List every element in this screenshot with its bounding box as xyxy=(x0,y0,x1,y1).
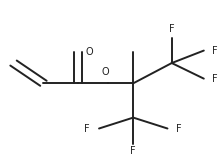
Text: F: F xyxy=(212,46,217,56)
Text: F: F xyxy=(169,24,175,34)
Text: F: F xyxy=(212,74,217,84)
Text: F: F xyxy=(130,146,136,156)
Text: F: F xyxy=(176,124,182,134)
Text: F: F xyxy=(84,124,90,134)
Text: O: O xyxy=(86,47,93,57)
Text: O: O xyxy=(102,67,109,77)
